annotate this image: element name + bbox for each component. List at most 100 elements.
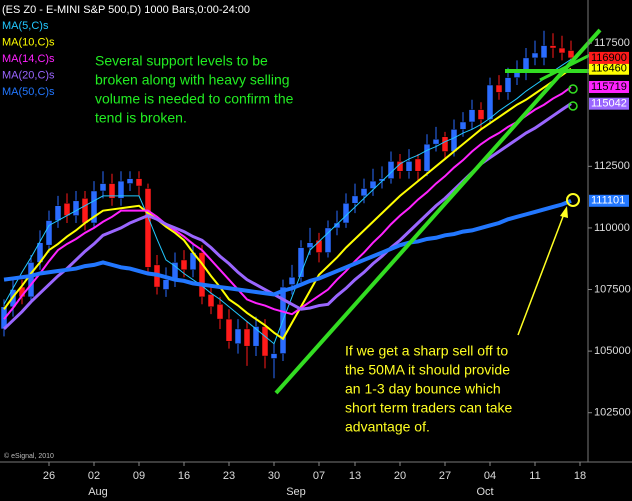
- candle-body: [216, 304, 224, 320]
- watermark: © eSignal, 2010: [4, 452, 54, 460]
- value-label: 111101: [591, 195, 625, 207]
- legend-entry: MA(14,C)s: [2, 53, 55, 65]
- y-tick-label: 110000: [594, 222, 630, 234]
- value-label: 116460: [591, 63, 627, 75]
- ma-line: [3, 198, 572, 297]
- y-tick-label: 117500: [594, 37, 630, 49]
- x-tick-label: 30: [268, 470, 280, 482]
- legend-entry: MA(5,C)s: [2, 20, 49, 32]
- annotation: the 50MA it should provide: [345, 362, 510, 378]
- candle-body: [333, 222, 341, 229]
- value-label: 115719: [591, 81, 627, 93]
- candle-body: [117, 180, 125, 199]
- candle-body: [54, 205, 62, 221]
- x-tick-label: 09: [133, 470, 145, 482]
- x-tick-label: 27: [439, 470, 451, 482]
- trend-line: [539, 53, 591, 82]
- candle-body: [504, 77, 512, 93]
- x-tick-label: 13: [349, 470, 361, 482]
- candle-body: [405, 161, 413, 172]
- candle-body: [261, 326, 269, 357]
- marker-circle: [568, 101, 578, 111]
- candle-body: [486, 84, 494, 120]
- x-tick-label: 16: [178, 470, 190, 482]
- candle-body: [198, 252, 206, 298]
- candle-body: [423, 143, 431, 172]
- candle-body: [351, 195, 359, 204]
- candle-body: [558, 47, 566, 54]
- value-box: [589, 62, 629, 75]
- candle-body: [567, 50, 575, 59]
- candle-body: [414, 158, 422, 172]
- candle-body: [252, 326, 260, 347]
- candle-body: [495, 84, 503, 93]
- x-month-label: Aug: [88, 486, 108, 498]
- candle-body: [441, 136, 449, 152]
- x-tick-label: 23: [223, 470, 235, 482]
- marker-circle: [568, 84, 578, 94]
- annotation: tend is broken.: [95, 110, 187, 126]
- candle-body: [45, 220, 53, 246]
- ma-line: [3, 67, 572, 341]
- candle-body: [513, 72, 521, 78]
- candle-body: [225, 318, 233, 342]
- candle-body: [63, 203, 71, 216]
- candle-body: [234, 328, 242, 344]
- axes: 102500 105000 107500 110000 112500 117500 26 02…: [2, 20, 631, 498]
- candle-body: [369, 180, 377, 189]
- x-tick-label: 02: [88, 470, 100, 482]
- ma-line: [3, 86, 572, 320]
- value-box: [589, 51, 629, 64]
- candle-body: [315, 239, 323, 253]
- candle-body: [432, 138, 440, 145]
- candle-body: [468, 109, 476, 123]
- y-tick-label: 105000: [594, 345, 631, 357]
- candle-body: [243, 328, 251, 347]
- legend-entry: MA(50,C)s: [2, 86, 55, 98]
- annotation: If we get a sharp sell off to: [345, 343, 508, 359]
- value-box: [589, 81, 629, 94]
- candle-body: [27, 262, 35, 298]
- x-tick-label: 26: [43, 470, 55, 482]
- candle-body: [288, 276, 296, 285]
- candle-body: [135, 178, 143, 187]
- value-box: [589, 97, 629, 110]
- y-tick-label: 112500: [594, 160, 630, 172]
- arrow-head: [560, 206, 568, 218]
- candle-body: [144, 188, 152, 268]
- x-tick-label: 20: [394, 470, 406, 482]
- trend-line: [274, 28, 602, 395]
- candle-body: [324, 227, 332, 253]
- marker-circle: [566, 193, 580, 207]
- annotation: broken along with heavy selling: [95, 72, 290, 88]
- candle-body: [72, 200, 80, 216]
- candle-body: [81, 198, 89, 224]
- x-tick-label: 07: [313, 470, 325, 482]
- annotation: short term traders can take: [345, 400, 513, 416]
- y-tick-label: 107500: [594, 283, 631, 295]
- legend-entry: MA(10,C)s: [2, 36, 55, 48]
- x-month-label: Sep: [286, 486, 306, 498]
- candle-body: [270, 353, 278, 359]
- annotation: Several support levels to be: [95, 53, 268, 69]
- candle-body: [540, 45, 548, 59]
- ma-line: [3, 58, 572, 345]
- arrow-shaft: [517, 213, 565, 336]
- candle-body: [108, 183, 116, 199]
- candle-body: [459, 121, 467, 130]
- candle-body: [306, 242, 314, 248]
- x-tick-label: 11: [529, 470, 540, 482]
- drawings: Several support levels to be broken along…: [95, 28, 602, 435]
- candle-body: [549, 45, 557, 49]
- candle-body: [99, 183, 107, 192]
- candle-body: [531, 52, 539, 59]
- candle-body: [90, 190, 98, 224]
- value-label: 115042: [591, 98, 627, 110]
- annotation: advantage of.: [345, 419, 430, 435]
- annotation: an 1-3 day bounce which: [345, 381, 501, 397]
- candle-body: [297, 247, 305, 278]
- value-label: 116900: [591, 52, 627, 64]
- annotation: volume is needed to confirm the: [95, 91, 294, 107]
- x-tick-label: 18: [574, 470, 586, 482]
